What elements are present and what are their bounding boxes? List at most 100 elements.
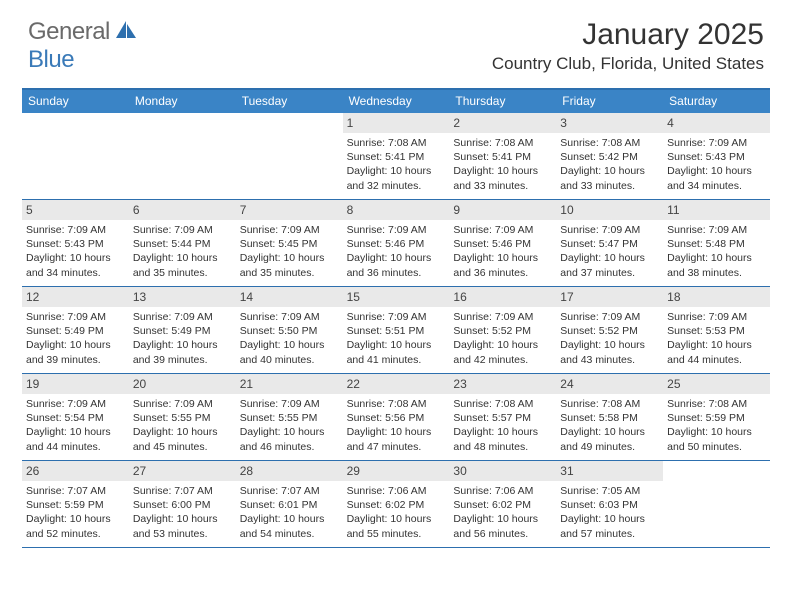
sunset-text: Sunset: 5:50 PM [240,324,339,338]
calendar-cell: 12Sunrise: 7:09 AMSunset: 5:49 PMDayligh… [22,287,129,373]
day-number: 21 [236,374,343,394]
day-number: 8 [343,200,450,220]
calendar-cell: 19Sunrise: 7:09 AMSunset: 5:54 PMDayligh… [22,374,129,460]
calendar-cell: 28Sunrise: 7:07 AMSunset: 6:01 PMDayligh… [236,461,343,547]
sunrise-text: Sunrise: 7:09 AM [560,223,659,237]
day-info: Sunrise: 7:09 AMSunset: 5:44 PMDaylight:… [133,223,232,280]
daylight-text: Daylight: 10 hours and 36 minutes. [453,251,552,279]
calendar-cell: 31Sunrise: 7:05 AMSunset: 6:03 PMDayligh… [556,461,663,547]
day-info: Sunrise: 7:07 AMSunset: 6:00 PMDaylight:… [133,484,232,541]
calendar-cell: 13 Sunrise: 7:09 AMSunset: 5:49 PMDayligh… [129,287,236,373]
sunset-text: Sunset: 5:49 PM [133,324,232,338]
sunset-text: Sunset: 6:00 PM [133,498,232,512]
day-info: Sunrise: 7:08 AMSunset: 5:42 PMDaylight:… [560,136,659,193]
daylight-text: Daylight: 10 hours and 46 minutes. [240,425,339,453]
day-number: 1 [343,113,450,133]
sunrise-text: Sunrise: 7:09 AM [26,310,125,324]
day-info: Sunrise: 7:09 AMSunset: 5:43 PMDaylight:… [667,136,766,193]
sunset-text: Sunset: 5:58 PM [560,411,659,425]
calendar-cell: 5Sunrise: 7:09 AMSunset: 5:43 PMDaylight… [22,200,129,286]
day-header-saturday: Saturday [663,90,770,113]
sunrise-text: Sunrise: 7:07 AM [240,484,339,498]
day-info: Sunrise: 7:07 AMSunset: 5:59 PMDaylight:… [26,484,125,541]
day-number: 20 [129,374,236,394]
daylight-text: Daylight: 10 hours and 38 minutes. [667,251,766,279]
day-header-wednesday: Wednesday [343,90,450,113]
daylight-text: Daylight: 10 hours and 33 minutes. [453,164,552,192]
sunrise-text: Sunrise: 7:08 AM [347,136,446,150]
day-number: 14 [236,287,343,307]
daylight-text: Daylight: 10 hours and 33 minutes. [560,164,659,192]
sunrise-text: Sunrise: 7:08 AM [560,136,659,150]
day-info: Sunrise: 7:09 AMSunset: 5:51 PMDaylight:… [347,310,446,367]
sunset-text: Sunset: 5:57 PM [453,411,552,425]
brand-sail-icon [116,21,138,39]
sunrise-text: Sunrise: 7:05 AM [560,484,659,498]
calendar-cell: 25Sunrise: 7:08 AMSunset: 5:59 PMDayligh… [663,374,770,460]
sunrise-text: Sunrise: 7:09 AM [667,310,766,324]
day-info: Sunrise: 7:09 AMSunset: 5:52 PMDaylight:… [560,310,659,367]
daylight-text: Daylight: 10 hours and 35 minutes. [240,251,339,279]
calendar-cell: 18Sunrise: 7:09 AMSunset: 5:53 PMDayligh… [663,287,770,373]
day-info: Sunrise: 7:09 AMSunset: 5:55 PMDaylight:… [240,397,339,454]
brand-part2: Blue [28,46,74,73]
daylight-text: Daylight: 10 hours and 50 minutes. [667,425,766,453]
calendar-cell: 11Sunrise: 7:09 AMSunset: 5:48 PMDayligh… [663,200,770,286]
day-number: 11 [663,200,770,220]
sunrise-text: Sunrise: 7:08 AM [453,136,552,150]
day-number: 22 [343,374,450,394]
daylight-text: Daylight: 10 hours and 40 minutes. [240,338,339,366]
calendar-cell: 15Sunrise: 7:09 AMSunset: 5:51 PMDayligh… [343,287,450,373]
sunset-text: Sunset: 5:43 PM [26,237,125,251]
day-info: Sunrise: 7:09 AMSunset: 5:50 PMDaylight:… [240,310,339,367]
calendar-cell: 21 Sunrise: 7:09 AMSunset: 5:55 PMDayligh… [236,374,343,460]
calendar-cell [129,113,236,199]
sunset-text: Sunset: 5:46 PM [347,237,446,251]
sunrise-text: Sunrise: 7:07 AM [26,484,125,498]
day-info: Sunrise: 7:09 AMSunset: 5:46 PMDaylight:… [453,223,552,280]
week-row: 12Sunrise: 7:09 AMSunset: 5:49 PMDayligh… [22,287,770,374]
sunrise-text: Sunrise: 7:07 AM [133,484,232,498]
daylight-text: Daylight: 10 hours and 54 minutes. [240,512,339,540]
day-number: 18 [663,287,770,307]
calendar-cell: 8 Sunrise: 7:09 AMSunset: 5:46 PMDaylight… [343,200,450,286]
calendar-cell: 14 Sunrise: 7:09 AMSunset: 5:50 PMDayligh… [236,287,343,373]
day-info: Sunrise: 7:09 AMSunset: 5:49 PMDaylight:… [133,310,232,367]
daylight-text: Daylight: 10 hours and 52 minutes. [26,512,125,540]
day-info: Sunrise: 7:08 AMSunset: 5:57 PMDaylight:… [453,397,552,454]
calendar-cell: 30Sunrise: 7:06 AMSunset: 6:02 PMDayligh… [449,461,556,547]
sunset-text: Sunset: 6:01 PM [240,498,339,512]
day-number: 19 [22,374,129,394]
sunrise-text: Sunrise: 7:09 AM [133,397,232,411]
day-header-friday: Friday [556,90,663,113]
sunset-text: Sunset: 5:53 PM [667,324,766,338]
sunset-text: Sunset: 5:47 PM [560,237,659,251]
sunset-text: Sunset: 5:49 PM [26,324,125,338]
daylight-text: Daylight: 10 hours and 57 minutes. [560,512,659,540]
sunrise-text: Sunrise: 7:09 AM [347,223,446,237]
sunset-text: Sunset: 5:42 PM [560,150,659,164]
daylight-text: Daylight: 10 hours and 41 minutes. [347,338,446,366]
day-info: Sunrise: 7:09 AMSunset: 5:52 PMDaylight:… [453,310,552,367]
day-header-sunday: Sunday [22,90,129,113]
day-number: 2 [449,113,556,133]
day-number: 4 [663,113,770,133]
day-info: Sunrise: 7:09 AMSunset: 5:46 PMDaylight:… [347,223,446,280]
calendar-cell: 23Sunrise: 7:08 AMSunset: 5:57 PMDayligh… [449,374,556,460]
location-text: Country Club, Florida, United States [492,54,764,74]
week-row: 26Sunrise: 7:07 AMSunset: 5:59 PMDayligh… [22,461,770,548]
sunrise-text: Sunrise: 7:09 AM [453,310,552,324]
sunset-text: Sunset: 5:52 PM [560,324,659,338]
sunrise-text: Sunrise: 7:06 AM [347,484,446,498]
calendar-cell: 7Sunrise: 7:09 AMSunset: 5:45 PMDaylight… [236,200,343,286]
day-info: Sunrise: 7:09 AMSunset: 5:47 PMDaylight:… [560,223,659,280]
daylight-text: Daylight: 10 hours and 39 minutes. [26,338,125,366]
daylight-text: Daylight: 10 hours and 48 minutes. [453,425,552,453]
sunrise-text: Sunrise: 7:09 AM [240,397,339,411]
day-info: Sunrise: 7:06 AMSunset: 6:02 PMDaylight:… [347,484,446,541]
day-info: Sunrise: 7:05 AMSunset: 6:03 PMDaylight:… [560,484,659,541]
daylight-text: Daylight: 10 hours and 36 minutes. [347,251,446,279]
sunrise-text: Sunrise: 7:09 AM [26,223,125,237]
day-number: 13 [129,287,236,307]
day-info: Sunrise: 7:08 AMSunset: 5:56 PMDaylight:… [347,397,446,454]
